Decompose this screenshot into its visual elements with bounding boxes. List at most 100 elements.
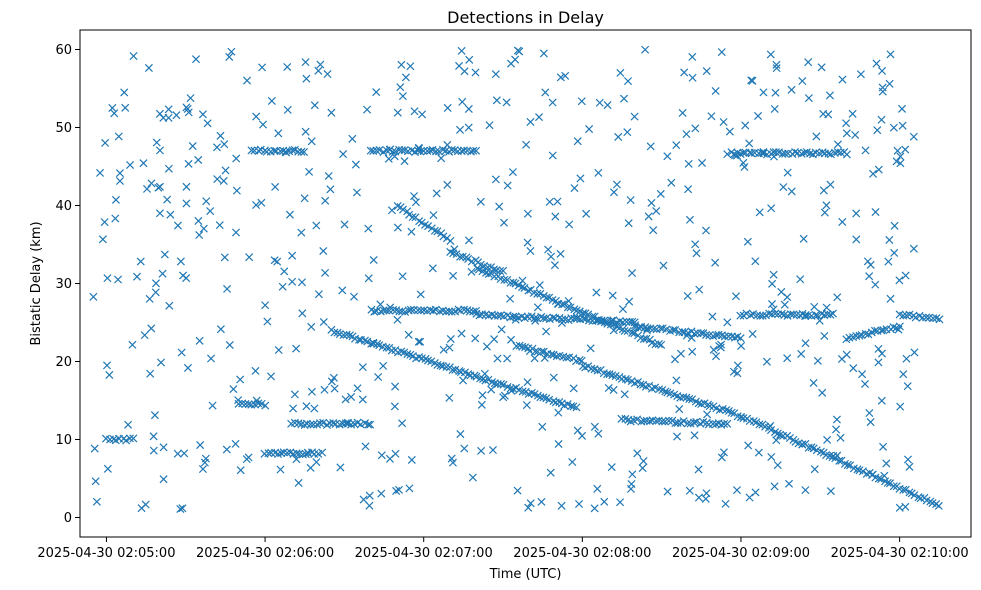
data-point — [122, 436, 131, 445]
data-point — [694, 399, 703, 408]
data-point — [791, 147, 800, 157]
data-point — [595, 98, 604, 107]
data-point — [503, 181, 512, 190]
data-point — [783, 168, 792, 177]
data-point — [813, 311, 822, 320]
data-point — [690, 329, 699, 338]
data-point — [522, 140, 531, 149]
data-point — [739, 158, 748, 167]
data-point — [252, 112, 261, 121]
data-point — [220, 253, 229, 262]
x-tick-label: 2025-04-30 02:05:00 — [37, 546, 175, 561]
data-point — [641, 45, 650, 54]
data-point — [297, 228, 306, 237]
data-point — [488, 445, 497, 455]
data-point — [878, 87, 887, 96]
data-point — [607, 463, 616, 472]
data-point — [556, 73, 565, 82]
data-point — [477, 446, 486, 455]
data-point — [411, 198, 420, 207]
data-point — [530, 354, 539, 363]
data-point — [679, 417, 688, 426]
data-point — [823, 435, 832, 444]
data-point — [111, 195, 120, 204]
data-point — [754, 111, 763, 120]
data-point — [384, 154, 393, 163]
data-point — [711, 86, 720, 96]
data-point — [405, 484, 414, 493]
data-point — [855, 331, 864, 340]
data-point — [819, 186, 828, 195]
data-point — [492, 96, 501, 105]
data-point — [673, 418, 682, 427]
data-point — [593, 366, 602, 375]
data-point — [688, 347, 697, 356]
data-point — [858, 370, 867, 379]
data-point — [872, 59, 881, 68]
data-point — [216, 131, 225, 140]
data-point — [851, 130, 860, 140]
data-point — [340, 220, 349, 229]
data-point — [558, 315, 567, 324]
data-point — [515, 47, 524, 56]
data-point — [868, 470, 877, 480]
data-point — [903, 382, 912, 391]
data-point — [885, 235, 894, 244]
y-axis: 0 10 20 30 40 50 60 — [55, 43, 80, 526]
chart-title: Detections in Delay — [447, 8, 604, 27]
data-point — [711, 258, 720, 267]
data-point — [682, 130, 691, 139]
data-point — [678, 108, 687, 117]
data-point — [701, 226, 711, 235]
data-point — [579, 314, 588, 323]
data-point — [524, 286, 533, 295]
x-tick-label: 2025-04-30 02:08:00 — [513, 546, 651, 561]
data-point — [465, 55, 474, 64]
data-point — [614, 132, 623, 141]
data-point — [737, 341, 746, 350]
data-point — [694, 465, 703, 474]
data-point — [548, 98, 557, 107]
data-point — [499, 218, 509, 227]
data-point — [886, 294, 895, 303]
data-point — [544, 245, 553, 254]
data-point — [545, 395, 554, 404]
data-point — [658, 417, 667, 426]
data-point — [884, 257, 893, 266]
data-point — [719, 448, 728, 457]
data-point — [302, 74, 311, 83]
data-point — [540, 353, 549, 362]
data-point — [894, 325, 903, 334]
data-point — [136, 257, 145, 266]
data-point — [804, 58, 813, 67]
data-point — [820, 208, 829, 217]
data-point — [188, 142, 197, 151]
data-point — [769, 305, 778, 314]
data-point — [690, 431, 699, 440]
data-point — [705, 402, 714, 411]
data-point — [398, 92, 407, 101]
data-point — [227, 47, 236, 56]
data-point — [392, 486, 401, 495]
data-point — [810, 465, 819, 474]
data-point — [247, 400, 256, 409]
data-point — [150, 411, 159, 420]
data-point — [547, 350, 556, 359]
data-point — [587, 364, 596, 373]
data-point — [784, 479, 794, 488]
data-point — [173, 449, 182, 458]
data-point — [141, 500, 150, 509]
data-point — [549, 313, 558, 322]
data-point — [482, 342, 491, 351]
data-point — [225, 52, 234, 61]
data-point — [374, 373, 383, 382]
data-point — [316, 60, 325, 69]
data-point — [471, 68, 480, 77]
data-point — [903, 455, 913, 464]
data-point — [561, 71, 570, 80]
data-point — [485, 121, 494, 130]
data-point — [264, 449, 273, 458]
data-point — [267, 96, 276, 105]
data-point — [600, 497, 609, 506]
data-point — [319, 246, 328, 256]
